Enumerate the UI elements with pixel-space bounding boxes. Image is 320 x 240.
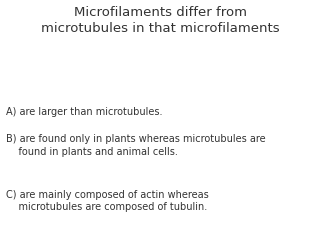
Text: A) are larger than microtubules.: A) are larger than microtubules. <box>6 107 163 117</box>
Text: Microfilaments differ from
microtubules in that microfilaments: Microfilaments differ from microtubules … <box>41 6 279 35</box>
Text: C) are mainly composed of actin whereas
    microtubules are composed of tubulin: C) are mainly composed of actin whereas … <box>6 190 209 212</box>
Text: B) are found only in plants whereas microtubules are
    found in plants and ani: B) are found only in plants whereas micr… <box>6 134 266 157</box>
